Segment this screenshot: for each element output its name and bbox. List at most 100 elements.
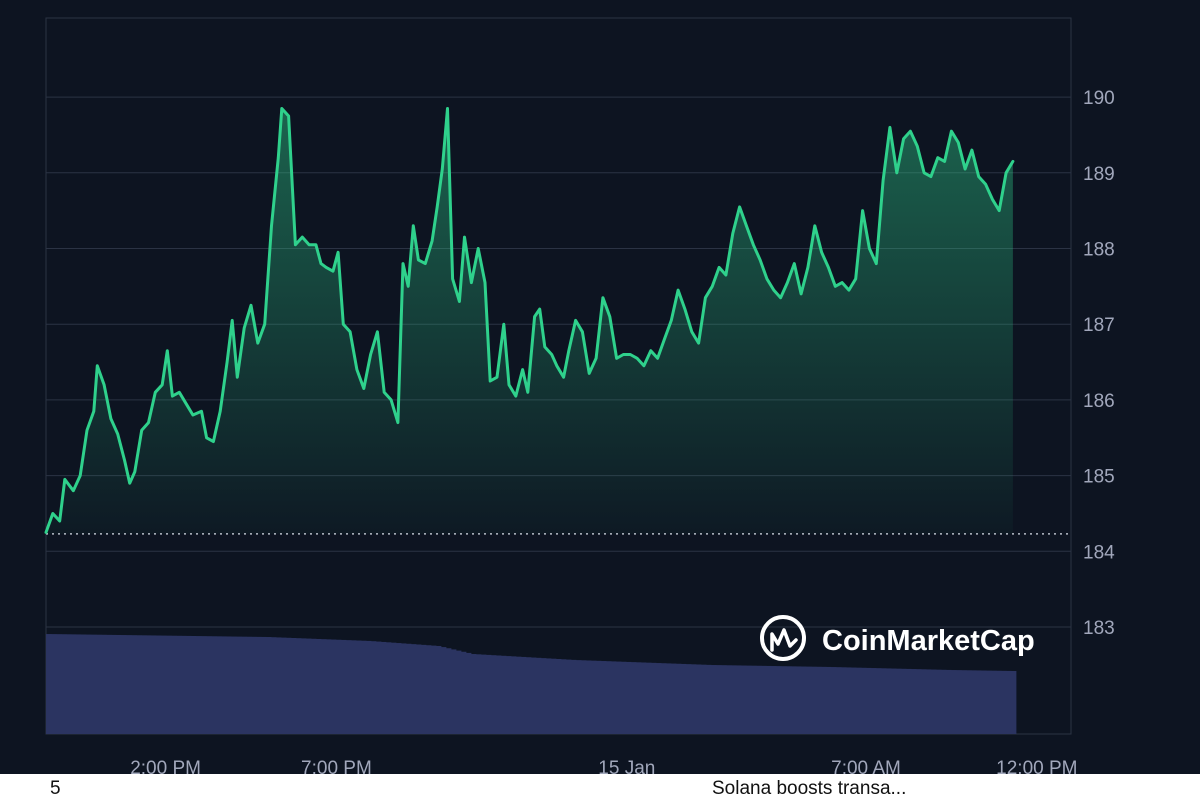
volume-bar (161, 635, 167, 734)
volume-bar (956, 670, 962, 734)
volume-bar (91, 634, 97, 734)
volume-bar (891, 668, 897, 734)
volume-bar (536, 657, 542, 734)
volume-bar (306, 638, 312, 734)
footer-strip (0, 774, 1200, 800)
volume-bar (651, 662, 657, 734)
volume-bar (411, 644, 417, 734)
y-tick-label: 184 (1083, 542, 1115, 563)
volume-bar (731, 665, 737, 734)
volume-bar (916, 669, 922, 734)
volume-bar (866, 667, 872, 734)
volume-bar (931, 669, 937, 734)
volume-bar (1006, 670, 1012, 734)
volume-bar (661, 663, 667, 734)
volume-bar (736, 665, 742, 734)
volume-bar (86, 634, 92, 734)
volume-bar (101, 634, 107, 734)
volume-bar (141, 635, 147, 734)
volume-bar (96, 634, 102, 734)
volume-bar (431, 645, 437, 734)
y-tick-label: 185 (1083, 467, 1115, 488)
volume-bar (571, 659, 577, 734)
x-tick-label: 12:00 PM (996, 758, 1077, 779)
volume-bar (861, 667, 867, 734)
volume-bar (246, 636, 252, 734)
volume-bar (146, 635, 152, 734)
volume-bar (521, 656, 527, 734)
volume-bar (131, 635, 137, 734)
volume-bar (516, 656, 522, 734)
volume-bar (231, 636, 237, 734)
volume-bar (991, 670, 997, 734)
volume-bar (621, 661, 627, 734)
volume-bar (321, 639, 327, 734)
volume-bar (626, 661, 632, 734)
y-tick-label: 183 (1083, 618, 1115, 639)
volume-bar (71, 634, 77, 734)
volume-bar (196, 636, 202, 734)
volume-bar (711, 665, 717, 734)
volume-bar (886, 668, 892, 734)
volume-bar (901, 668, 907, 734)
volume-bar (316, 638, 322, 734)
volume-bar (256, 636, 262, 734)
volume-bar (821, 666, 827, 734)
volume-bar (441, 647, 447, 734)
volume-bar (926, 669, 932, 734)
volume-bar (636, 662, 642, 734)
coinmarketcap-watermark: CoinMarketCap (760, 615, 1035, 661)
volume-bar (51, 634, 57, 734)
volume-bar (201, 636, 207, 734)
volume-bar (871, 668, 877, 734)
volume-bar (761, 665, 767, 734)
volume-bar (681, 663, 687, 734)
volume-bar (236, 636, 242, 734)
volume-bar (381, 641, 387, 734)
volume-bar (416, 644, 422, 734)
volume-bar (186, 635, 192, 734)
volume-bar (946, 669, 952, 734)
volume-bar (971, 670, 977, 734)
coinmarketcap-logo-icon (760, 615, 806, 661)
volume-bar (826, 666, 832, 734)
volume-bar (676, 663, 682, 734)
volume-bar (706, 664, 712, 734)
volume-bar (446, 648, 452, 734)
volume-bar (596, 660, 602, 734)
volume-bar (76, 634, 82, 734)
price-line (44, 107, 1015, 534)
volume-bar (106, 634, 112, 734)
volume-bar (616, 661, 622, 734)
volume-bar (451, 649, 457, 734)
volume-bar (961, 670, 967, 734)
volume-bar (271, 637, 277, 734)
volume-bar (301, 638, 307, 734)
volume-bar (211, 636, 217, 734)
volume-bar (526, 657, 532, 734)
volume-bar (506, 656, 512, 734)
news-headline-link[interactable]: Solana boosts transa... (712, 778, 907, 799)
volume-bar (981, 670, 987, 734)
volume-bar (266, 637, 272, 734)
volume-bar (496, 655, 502, 734)
volume-bar (566, 659, 572, 734)
y-axis-ticks: 183 184 185 186 187 188 189 190 (1083, 88, 1115, 639)
volume-bar (796, 666, 802, 734)
volume-bar (781, 666, 787, 734)
volume-bar (631, 662, 637, 734)
volume-bar (576, 660, 582, 734)
volume-bar (606, 661, 612, 734)
volume-bar (421, 644, 427, 734)
volume-bar (646, 662, 652, 734)
volume-bar (601, 661, 607, 734)
volume-bar (766, 665, 772, 734)
volume-bar (81, 634, 87, 734)
volume-bar (851, 667, 857, 734)
volume-bar (941, 669, 947, 734)
watermark-text: CoinMarketCap (822, 625, 1035, 657)
volume-bar (1011, 671, 1017, 734)
volume-bar (876, 668, 882, 734)
x-tick-label: 2:00 PM (130, 758, 201, 779)
volume-bar (296, 638, 302, 734)
